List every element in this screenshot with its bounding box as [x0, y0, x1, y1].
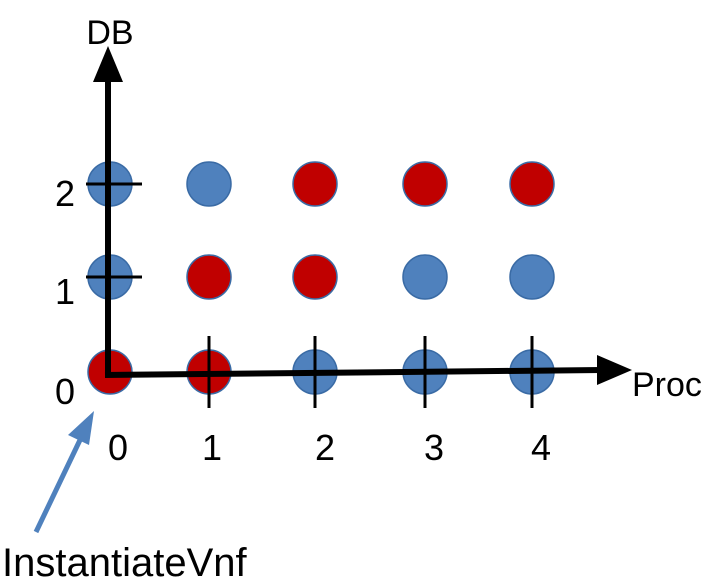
callout-label: InstantiateVnf [2, 541, 247, 583]
callout-arrowhead [68, 411, 94, 445]
instantiate-callout: InstantiateVnf [2, 411, 247, 583]
state-point-proc4-db2 [509, 161, 555, 207]
y-tick-label-2: 2 [55, 173, 75, 214]
tick-labels: 0 1 2 3 4 0 1 2 [55, 173, 551, 468]
x-tick-label-0: 0 [108, 427, 128, 468]
state-point-proc2-db1 [292, 254, 338, 300]
callout-arrow-shaft [33, 438, 83, 534]
x-tick-label-3: 3 [424, 427, 444, 468]
y-axis-title: DB [86, 14, 133, 52]
state-point-proc4-db1 [509, 254, 555, 300]
y-axis-arrowhead [93, 46, 123, 82]
state-point-proc1-db2 [186, 161, 232, 207]
x-axis-line [104, 367, 603, 378]
tick-marks [86, 182, 534, 408]
y-tick-label-1: 1 [55, 271, 75, 312]
x-axis-arrowhead [597, 355, 632, 385]
state-point-proc2-db2 [292, 161, 338, 207]
state-point-proc3-db1 [402, 254, 448, 300]
axes [93, 46, 632, 385]
state-point-proc3-db2 [402, 161, 448, 207]
state-point-proc1-db1 [186, 254, 232, 300]
y-tick-label-0: 0 [55, 371, 75, 412]
x-axis-title: Proc [632, 366, 702, 404]
state-points [87, 161, 555, 395]
x-tick-label-2: 2 [315, 427, 335, 468]
x-tick-label-1: 1 [202, 427, 222, 468]
x-tick-label-4: 4 [531, 427, 551, 468]
